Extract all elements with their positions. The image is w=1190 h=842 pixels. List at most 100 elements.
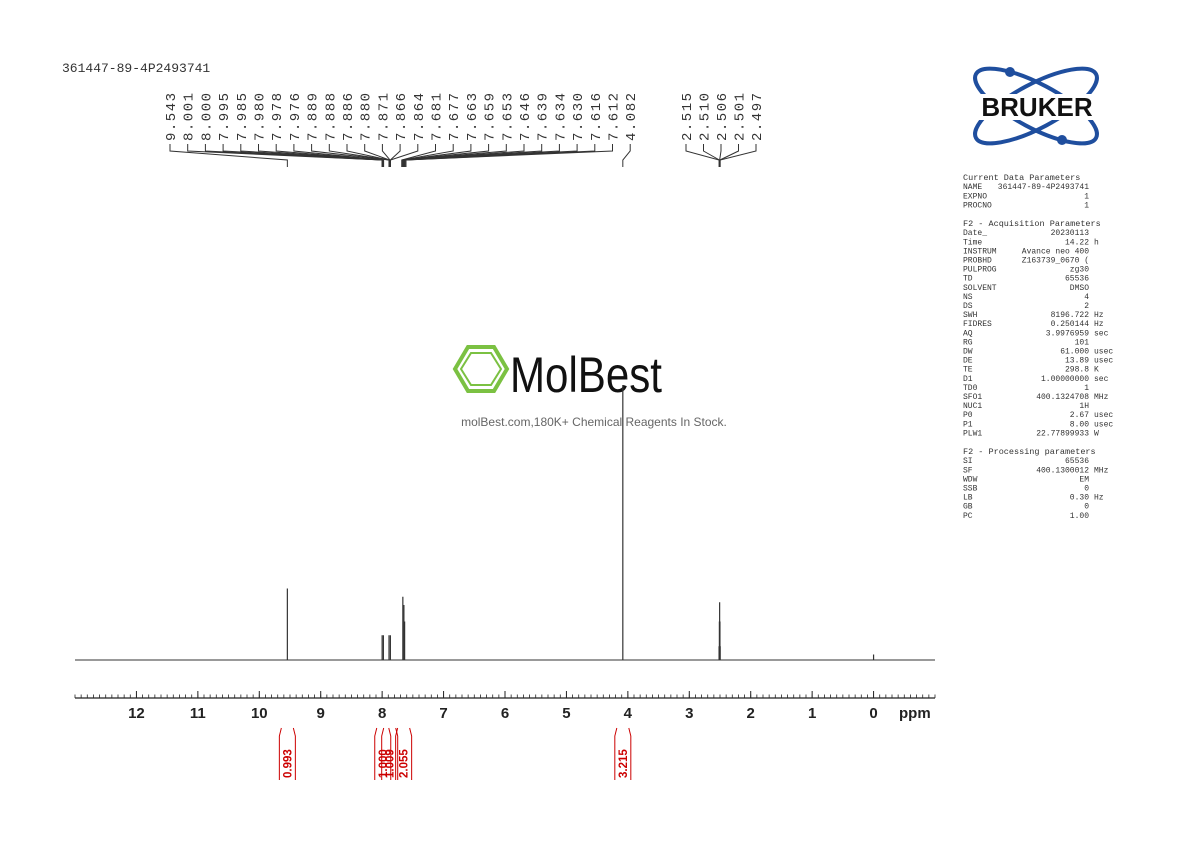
param-name: SWH <box>963 311 978 320</box>
param-name: PC <box>963 512 973 521</box>
x-tick-label: 1 <box>808 705 816 722</box>
peak-label: 7.880 <box>359 91 375 141</box>
param-value: Avance neo 400 <box>1022 247 1089 256</box>
param-value: 2 <box>1084 302 1089 311</box>
peak-label: 8.001 <box>182 91 198 141</box>
param-name: LB <box>963 494 973 503</box>
peak-label: 7.871 <box>376 91 392 141</box>
peak-connector <box>389 144 401 167</box>
peak-label: 7.616 <box>589 91 605 141</box>
param-value: 1 <box>1084 384 1089 393</box>
param-value: 298.8 <box>1065 366 1089 375</box>
peak-label: 2.510 <box>698 91 714 141</box>
param-value: 20230113 <box>1051 229 1090 238</box>
param-value: 14.22 <box>1065 238 1089 247</box>
param-value: DMSO <box>1070 284 1089 293</box>
peak-label: 2.497 <box>750 91 766 141</box>
param-value: 361447-89-4P2493741 <box>998 183 1089 192</box>
param-name: SFO1 <box>963 393 982 402</box>
peak-label: 7.888 <box>323 91 339 141</box>
peak-label: 7.630 <box>571 91 587 141</box>
x-tick-label: 10 <box>251 705 268 722</box>
param-unit: h <box>1094 238 1099 247</box>
peak-label: 7.639 <box>536 91 552 141</box>
param-name: NUC1 <box>963 402 982 411</box>
logo-text: BRUKER <box>981 92 1092 122</box>
integral-bracket-right <box>628 727 632 780</box>
param-name: GB <box>963 503 973 512</box>
param-name: RG <box>963 338 973 347</box>
peak-label: 7.976 <box>288 91 304 141</box>
watermark-tagline: molBest.com,180K+ Chemical Reagents In S… <box>461 415 727 429</box>
peak-label: 7.646 <box>518 91 534 141</box>
param-name: PLW1 <box>963 429 982 438</box>
param-unit: sec <box>1094 375 1109 384</box>
peak-label: 7.980 <box>253 91 269 141</box>
param-name: DS <box>963 302 973 311</box>
peak-label: 2.506 <box>715 91 731 141</box>
peak-label: 9.543 <box>164 91 180 141</box>
param-value: 400.1324708 <box>1036 393 1089 402</box>
param-name: SF <box>963 466 973 475</box>
param-unit: usec <box>1094 420 1113 429</box>
peak-label: 7.866 <box>394 91 410 141</box>
x-tick-label: 12 <box>128 705 145 722</box>
param-value: 101 <box>1075 338 1090 347</box>
x-tick-label: 9 <box>317 705 325 722</box>
peak-label: 8.000 <box>199 91 215 141</box>
param-name: PROCNO <box>963 201 992 210</box>
peak-label: 7.659 <box>483 91 499 141</box>
x-tick-label: 0 <box>869 705 877 722</box>
peak-connector <box>685 144 720 167</box>
param-name: P1 <box>963 420 973 429</box>
param-value: 0.250144 <box>1051 320 1090 329</box>
param-unit: W <box>1094 429 1099 438</box>
x-tick-label: 5 <box>562 705 570 722</box>
integral-bracket <box>374 727 378 780</box>
param-unit: usec <box>1094 348 1113 357</box>
integral-label: 1.000 <box>378 749 390 778</box>
param-section-title: F2 - Processing parameters <box>963 447 1096 457</box>
peak-label: 7.634 <box>553 91 569 141</box>
peak-connector <box>405 144 613 167</box>
param-name: WDW <box>963 475 978 484</box>
x-tick-label: 11 <box>190 705 206 722</box>
peak-label: 7.612 <box>607 91 623 141</box>
peak-connector <box>222 144 383 167</box>
peak-label: 7.978 <box>270 91 286 141</box>
param-section-title: Current Data Parameters <box>963 173 1080 183</box>
peak-label: 2.515 <box>680 91 696 141</box>
integral-bracket-right <box>388 727 392 780</box>
param-section-title: F2 - Acquisition Parameters <box>963 219 1101 229</box>
param-name: EXPNO <box>963 192 987 201</box>
param-name: PROBHD <box>963 257 992 266</box>
peak-label: 7.886 <box>341 91 357 141</box>
param-unit: Hz <box>1094 494 1104 503</box>
x-tick-label: 6 <box>501 705 509 722</box>
param-value: 8.00 <box>1070 420 1089 429</box>
integral-bracket <box>395 727 399 780</box>
param-name: FIDRES <box>963 320 992 329</box>
param-value: EM <box>1079 475 1089 484</box>
x-tick-label: 7 <box>439 705 447 722</box>
param-value: 4 <box>1084 293 1089 302</box>
param-value: zg30 <box>1070 266 1089 275</box>
integral-bracket <box>278 727 282 780</box>
param-value: 13.89 <box>1065 357 1089 366</box>
param-name: NAME <box>963 183 982 192</box>
peak-label: 7.677 <box>447 91 463 141</box>
param-value: 3.9976959 <box>1046 329 1089 338</box>
param-name: TE <box>963 366 973 375</box>
integral-label: 0.993 <box>282 749 294 778</box>
peak-label: 4.082 <box>624 91 640 141</box>
param-unit: usec <box>1094 357 1113 366</box>
param-value: 0 <box>1084 503 1089 512</box>
param-value: Z163739_0670 ( <box>1022 257 1089 266</box>
param-name: NS <box>963 293 973 302</box>
peak-label: 7.681 <box>430 91 446 141</box>
param-unit: Hz <box>1094 311 1104 320</box>
param-name: SOLVENT <box>963 284 997 293</box>
param-unit: usec <box>1094 411 1113 420</box>
